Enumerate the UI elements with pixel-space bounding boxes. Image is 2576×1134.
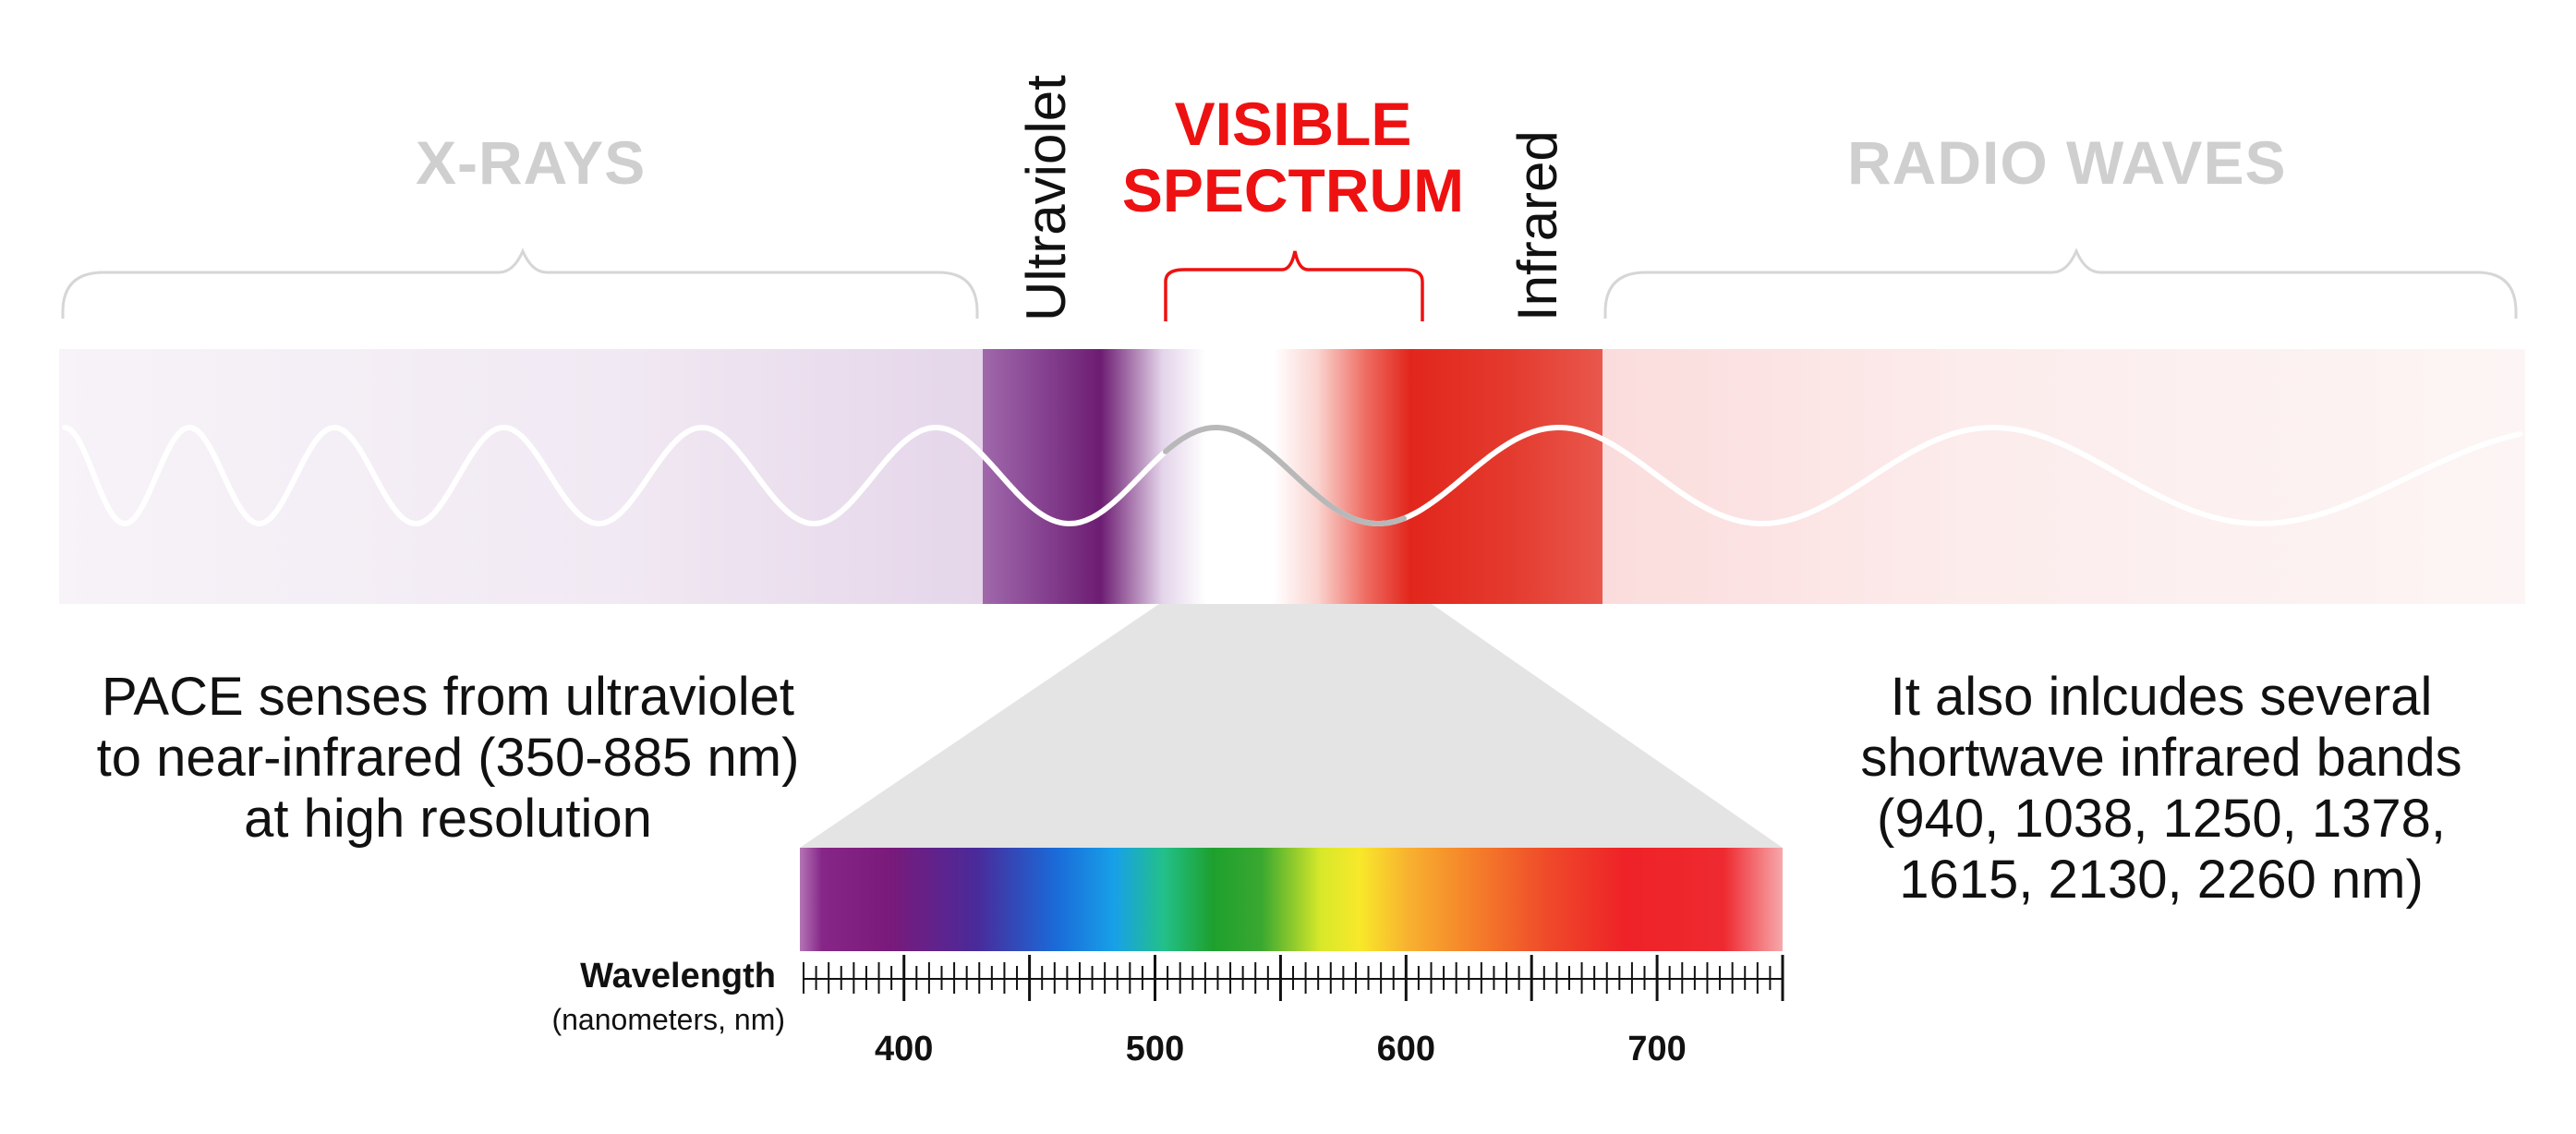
- axis-tick-label-600: 600: [1377, 1030, 1435, 1068]
- radio-band: [1602, 349, 2525, 604]
- infrared-label: Infrared: [1506, 130, 1568, 321]
- wavelength-axis-title: Wavelength: [580, 957, 776, 995]
- wavelength-axis: 400 500 600 700: [803, 955, 1784, 1068]
- visible-brace: [1164, 250, 1424, 321]
- ultraviolet-label: Ultraviolet: [1015, 75, 1077, 321]
- visible-spectrum-title: VISIBLE SPECTRUM: [1081, 90, 1506, 223]
- xrays-band: [59, 349, 983, 604]
- xrays-brace: [61, 247, 979, 319]
- electromagnetic-wave-visible-segment: [1163, 425, 1407, 526]
- xrays-title: X-RAYS: [416, 128, 647, 197]
- radio-waves-title: RADIO WAVES: [1847, 128, 2287, 197]
- wavelength-axis-subtitle: (nanometers, nm): [551, 1003, 785, 1036]
- visible-spectrum-strip: [800, 848, 1783, 951]
- visible-spectrum-strip-fade: [800, 848, 822, 951]
- pace-sensing-note: PACE senses from ultraviolet to near-inf…: [96, 667, 800, 849]
- zoom-projection: [800, 604, 1783, 848]
- axis-tick-label-700: 700: [1627, 1030, 1686, 1068]
- axis-tick-label-400: 400: [875, 1030, 933, 1068]
- axis-tick-label-500: 500: [1126, 1030, 1184, 1068]
- visible-title-line2: SPECTRUM: [1121, 156, 1465, 224]
- radio-brace: [1603, 247, 2518, 319]
- shortwave-bands-note: It also inlcudes several shortwave infra…: [1860, 667, 2462, 910]
- visible-title-line1: VISIBLE: [1174, 90, 1412, 158]
